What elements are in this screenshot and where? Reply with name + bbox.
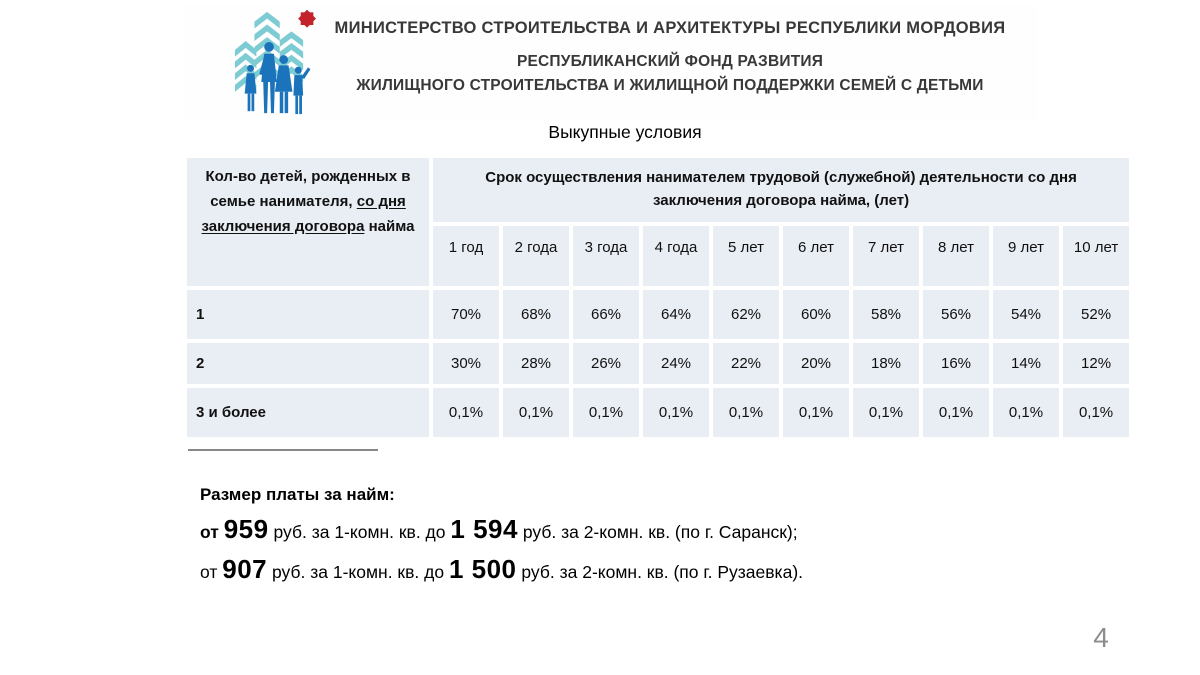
year-header-cell: 1 год [433,226,499,286]
row-label: 1 [187,290,429,339]
rent-min-price: 907 [222,554,268,584]
org-title-block: МИНИСТЕРСТВО СТРОИТЕЛЬСТВА И АРХИТЕКТУРЫ… [315,19,1025,95]
year-header-cell: 4 года [643,226,709,286]
table-row: 1 70% 68% 66% 64% 62% 60% 58% 56% 54% 52… [187,290,1130,339]
table-cell: 30% [433,343,499,384]
table-row: 2 30% 28% 26% 24% 22% 20% 18% 16% 14% 12… [187,343,1130,384]
rent-max-price: 1 594 [450,514,518,544]
table-cell: 0,1% [923,388,989,437]
table-cell: 64% [643,290,709,339]
year-header-cell: 9 лет [993,226,1059,286]
rent-suffix: руб. за 2-комн. кв. (по г. Саранск); [522,522,798,542]
year-headers-row: 1 год 2 года 3 года 4 года 5 лет 6 лет 7… [187,226,1130,286]
table-cell: 18% [853,343,919,384]
table-cell: 58% [853,290,919,339]
corner-text-underlined: со дня заключения договора [201,192,406,235]
table-cell: 0,1% [1063,388,1130,437]
children-count-header: Кол-во детей, рожденных в семье нанимате… [187,158,429,286]
rent-prefix: от [200,522,219,542]
year-header-cell: 5 лет [713,226,779,286]
table-cell: 16% [923,343,989,384]
family-icon [244,42,311,115]
corner-text-start: Кол-во детей, рожденных в семье нанимате… [205,168,411,210]
fund-name-line2: ЖИЛИЩНОГО СТРОИТЕЛЬСТВА И ЖИЛИЩНОЙ ПОДДЕ… [356,77,984,94]
table-underline-rule [188,449,378,451]
table-cell: 60% [783,290,849,339]
rent-mid-text: руб. за 1-комн. кв. до [272,562,445,582]
table-cell: 70% [433,290,499,339]
table-cell: 0,1% [713,388,779,437]
ministry-name: МИНИСТЕРСТВО СТРОИТЕЛЬСТВА И АРХИТЕКТУРЫ… [334,19,1006,37]
table-cell: 20% [783,343,849,384]
employment-period-header: Срок осуществления нанимателем трудовой … [433,158,1130,222]
slide-title: Выкупные условия [548,122,702,142]
rent-suffix: руб. за 2-комн. кв. (по г. Рузаевка). [521,562,804,582]
table-cell: 56% [923,290,989,339]
table-cell: 0,1% [503,388,569,437]
rent-max-price: 1 500 [448,554,517,584]
year-header-cell: 7 лет [853,226,919,286]
rent-mid-text: руб. за 1-комн. кв. до [273,522,446,542]
table-cell: 0,1% [433,388,499,437]
table-cell: 12% [1063,343,1130,384]
org-header: МИНИСТЕРСТВО СТРОИТЕЛЬСТВА И АРХИТЕКТУРЫ… [185,4,1037,120]
table-row: 3 и более 0,1% 0,1% 0,1% 0,1% 0,1% 0,1% … [187,388,1130,437]
fund-logo-icon [234,9,316,115]
year-header-cell: 10 лет [1063,226,1130,286]
table-cell: 68% [503,290,569,339]
rent-min-price: 959 [223,514,269,544]
table-cell: 66% [573,290,639,339]
rent-prefix: от [200,562,218,582]
table-cell: 0,1% [853,388,919,437]
row-label: 3 и более [187,388,429,437]
rent-line-saransk: от 959 руб. за 1-комн. кв. до 1 594 руб.… [200,511,803,551]
table-cell: 0,1% [573,388,639,437]
table-cell: 28% [503,343,569,384]
table-cell: 54% [993,290,1059,339]
buyout-conditions-table: Кол-во детей, рожденных в семье нанимате… [183,154,1133,441]
mordovia-star-icon [298,9,316,28]
table-cell: 22% [713,343,779,384]
table-cell: 14% [993,343,1059,384]
rent-heading: Размер платы за найм: [200,485,395,504]
year-header-cell: 6 лет [783,226,849,286]
year-header-cell: 2 года [503,226,569,286]
table-cell: 24% [643,343,709,384]
corner-text-end: найма [364,217,415,235]
table-cell: 26% [573,343,639,384]
table-cell: 62% [713,290,779,339]
rent-info: Размер платы за найм: от 959 руб. за 1-к… [200,485,803,591]
table-cell: 52% [1063,290,1130,339]
table-cell: 0,1% [643,388,709,437]
year-header-cell: 8 лет [923,226,989,286]
page-number: 4 [1093,622,1109,653]
row-label: 2 [187,343,429,384]
fund-name-line1: РЕСПУБЛИКАНСКИЙ ФОНД РАЗВИТИЯ [516,53,824,70]
table-cell: 0,1% [993,388,1059,437]
table-cell: 0,1% [783,388,849,437]
rent-line-ruzaevka: от 907 руб. за 1-комн. кв. до 1 500 руб.… [200,551,803,591]
year-header-cell: 3 года [573,226,639,286]
